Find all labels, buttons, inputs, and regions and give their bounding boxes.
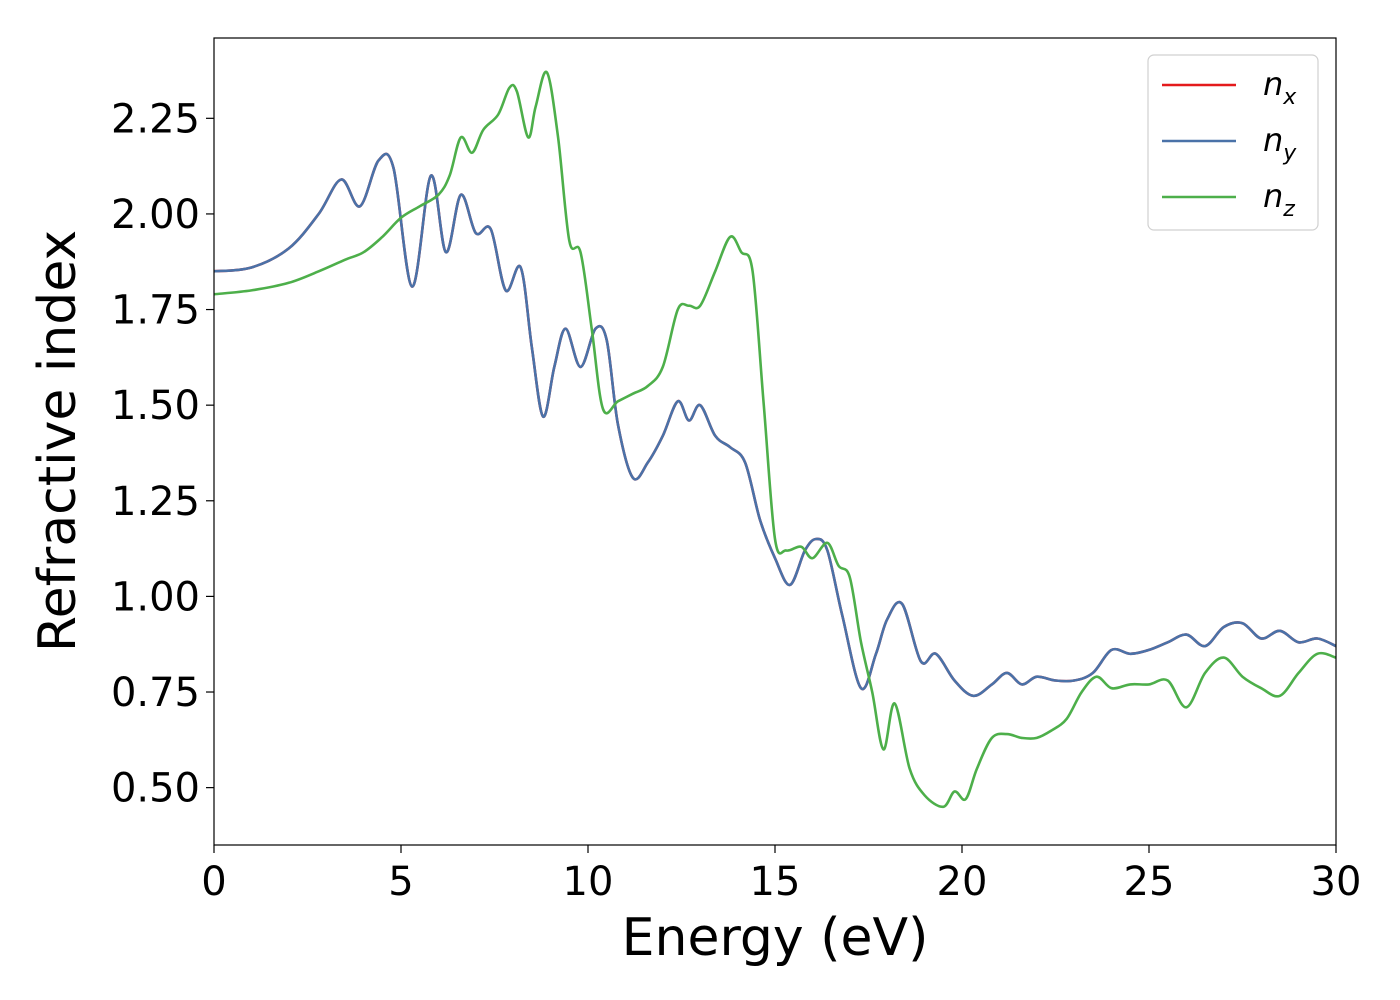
legend-label-nx: nx bbox=[1263, 65, 1297, 110]
y-tick-label: 1.00 bbox=[111, 574, 200, 620]
series-line-nz bbox=[214, 70, 1336, 809]
y-tick-label: 2.25 bbox=[111, 96, 200, 142]
y-axis-label: Refractive index bbox=[28, 230, 88, 652]
x-tick-label: 5 bbox=[388, 859, 413, 905]
x-tick-label: 15 bbox=[750, 859, 801, 905]
legend: nx ny nz bbox=[1147, 54, 1319, 231]
legend-label-nz: nz bbox=[1263, 177, 1295, 222]
legend-label-ny: ny bbox=[1263, 121, 1297, 166]
y-tick-label: 1.75 bbox=[111, 288, 200, 334]
series-layer bbox=[214, 70, 1336, 809]
x-tick-label: 25 bbox=[1124, 859, 1175, 905]
y-tick-label: 0.75 bbox=[111, 670, 200, 716]
x-tick-label: 20 bbox=[937, 859, 988, 905]
x-tick-label: 30 bbox=[1311, 859, 1362, 905]
y-tick-label: 1.50 bbox=[111, 383, 200, 429]
y-tick-label: 2.00 bbox=[111, 192, 200, 238]
y-tick-label: 1.25 bbox=[111, 479, 200, 525]
legend-items: nx ny nz bbox=[1162, 65, 1297, 222]
x-tick-label: 10 bbox=[563, 859, 614, 905]
x-tick-label: 0 bbox=[201, 859, 226, 905]
x-axis-label: Energy (eV) bbox=[622, 908, 929, 968]
y-axis-ticks: 0.50 0.75 1.00 1.25 1.50 1.75 2.00 2.25 bbox=[111, 96, 214, 812]
x-axis-ticks: 0 5 10 15 20 25 30 bbox=[201, 845, 1361, 905]
series-line-ny bbox=[214, 152, 1336, 698]
y-tick-label: 0.50 bbox=[111, 766, 200, 812]
legend-box bbox=[1147, 54, 1319, 231]
